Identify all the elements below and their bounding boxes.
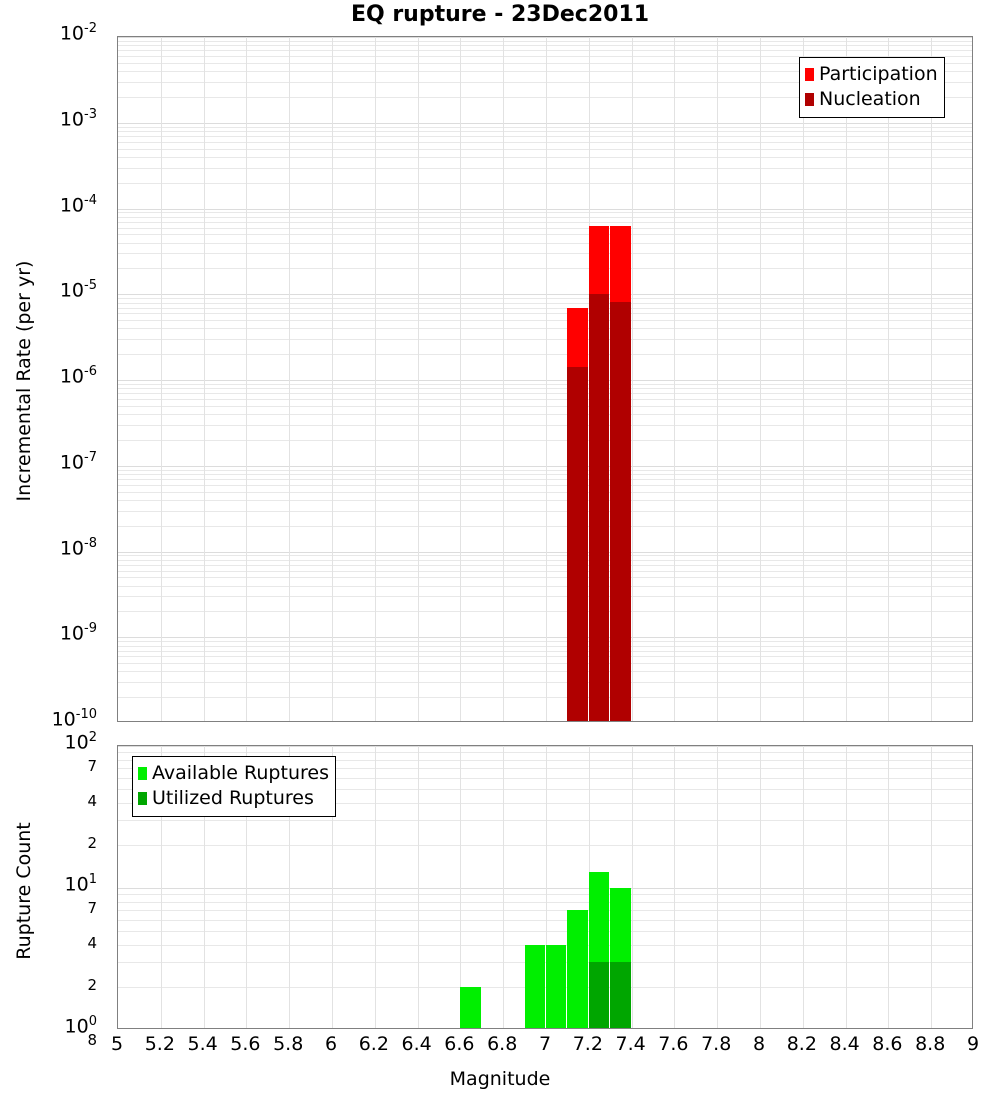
- bar-utilized-ruptures-7.3: [610, 962, 631, 1028]
- x-tick-label: 8.8: [915, 1033, 946, 1055]
- bar-available-ruptures-7.1: [567, 909, 588, 1028]
- y-tick-mantissa: 10: [59, 365, 85, 388]
- bar-nucleation-7.1: [567, 367, 588, 721]
- y-tick-mantissa: 10: [59, 22, 85, 45]
- x-tick-label: 6.2: [358, 1033, 389, 1055]
- x-tick-label: 5.4: [187, 1033, 218, 1055]
- bar-nucleation-7.2: [588, 294, 610, 721]
- y-tick-label: 10-9: [60, 621, 97, 644]
- incremental-rate-plot: [117, 36, 973, 722]
- legend-bottom: Available Ruptures Utilized Ruptures: [132, 756, 336, 817]
- x-tick-label: 5.2: [144, 1033, 175, 1055]
- x-tick-label: 6.4: [401, 1033, 432, 1055]
- legend-swatch-icon: [138, 792, 147, 805]
- y-tick-label: 10-4: [60, 193, 97, 216]
- legend-swatch-icon: [805, 93, 814, 106]
- y-tick-exponent: -4: [84, 192, 97, 208]
- y-tick-label: 10-7: [60, 450, 97, 473]
- y-tick-mantissa: 10: [51, 708, 76, 731]
- y-tick-minor-label: 2: [87, 976, 97, 995]
- bars-bottom: [118, 746, 972, 1028]
- x-tick-label: 6.8: [487, 1033, 518, 1055]
- y-tick-label: 102: [65, 730, 97, 753]
- y-tick-exponent: -9: [84, 621, 97, 637]
- y-tick-mantissa: 10: [64, 731, 89, 754]
- y-tick-exponent: -5: [84, 278, 97, 294]
- y-tick-exponent: 1: [88, 872, 97, 887]
- y-tick-mantissa: 10: [64, 873, 89, 896]
- y-tick-minor-label: 7: [87, 898, 97, 917]
- y-tick-label: 10-5: [60, 278, 97, 301]
- y-tick-exponent: -3: [84, 106, 97, 122]
- legend-item: Utilized Ruptures: [138, 786, 329, 811]
- x-tick-label: 9: [966, 1033, 980, 1055]
- x-tick-label: 8: [752, 1033, 766, 1055]
- y-tick-label: 10-10: [52, 707, 97, 730]
- y-tick-mantissa: 10: [59, 193, 85, 216]
- y-tick-exponent: -8: [84, 535, 97, 551]
- x-tick-label: 7.2: [572, 1033, 603, 1055]
- y-tick-label: 10-2: [60, 21, 97, 44]
- y-tick-label: 100: [65, 1014, 97, 1037]
- x-tick-label: 7.4: [615, 1033, 646, 1055]
- y-tick-mantissa: 10: [59, 536, 85, 559]
- y-tick-label: 10-3: [60, 107, 97, 130]
- x-tick-label: 8.6: [872, 1033, 903, 1055]
- bar-available-ruptures-7: [546, 944, 567, 1028]
- y-tick-mantissa: 10: [64, 1015, 89, 1038]
- y-tick-exponent: -10: [75, 707, 97, 722]
- y-tick-exponent: -2: [84, 21, 97, 36]
- y-tick-minor-label: 8: [87, 1031, 97, 1049]
- y-tick-exponent: 0: [88, 1014, 97, 1029]
- legend-item: Available Ruptures: [138, 761, 329, 786]
- y-tick-mantissa: 10: [59, 279, 85, 302]
- y-tick-minor-label: 7: [87, 756, 97, 775]
- legend-top: Participation Nucleation: [799, 57, 945, 118]
- bar-utilized-ruptures-7.2: [588, 962, 610, 1028]
- x-tick-label: 5.8: [273, 1033, 304, 1055]
- y-tick-label: 10-6: [60, 364, 97, 387]
- x-tick-label: 6: [324, 1033, 338, 1055]
- y-tick-minor-label: 4: [87, 791, 97, 810]
- x-tick-label: 7.6: [658, 1033, 689, 1055]
- bars-top: [118, 37, 972, 721]
- legend-swatch-icon: [138, 767, 147, 780]
- bar-available-ruptures-6.9: [524, 944, 545, 1028]
- legend-item: Nucleation: [805, 87, 938, 112]
- x-tick-label: 8.4: [829, 1033, 860, 1055]
- x-axis-label: Magnitude: [449, 1068, 551, 1090]
- legend-label: Participation: [819, 63, 938, 85]
- y-tick-exponent: -7: [84, 449, 97, 465]
- y-tick-label: 101: [65, 872, 97, 895]
- y-tick-exponent: 2: [88, 730, 97, 745]
- legend-item: Participation: [805, 62, 938, 87]
- legend-swatch-icon: [805, 68, 814, 81]
- x-tick-label: 5: [110, 1033, 124, 1055]
- x-tick-label: 8.2: [786, 1033, 817, 1055]
- bar-available-ruptures-6.6: [460, 987, 481, 1028]
- y-tick-minor-label: 2: [87, 834, 97, 853]
- x-tick-label: 7: [538, 1033, 552, 1055]
- y-tick-mantissa: 10: [59, 451, 85, 474]
- y-tick-mantissa: 10: [59, 622, 85, 645]
- legend-label: Utilized Ruptures: [152, 787, 314, 809]
- x-tick-label: 5.6: [230, 1033, 261, 1055]
- page-title: EQ rupture - 23Dec2011: [350, 2, 650, 27]
- bar-nucleation-7.3: [610, 301, 631, 721]
- y-tick-minor-label: 4: [87, 933, 97, 952]
- y-tick-exponent: -6: [84, 364, 97, 379]
- y-tick-label: 10-8: [60, 536, 97, 559]
- y-axis-label-bottom: Rupture Count: [13, 822, 35, 960]
- x-tick-label: 6.6: [444, 1033, 475, 1055]
- y-axis-label-top: Incremental Rate (per yr): [13, 260, 35, 502]
- x-tick-label: 7.8: [701, 1033, 732, 1055]
- legend-label: Available Ruptures: [152, 762, 329, 784]
- y-tick-mantissa: 10: [59, 108, 85, 131]
- legend-label: Nucleation: [819, 88, 921, 110]
